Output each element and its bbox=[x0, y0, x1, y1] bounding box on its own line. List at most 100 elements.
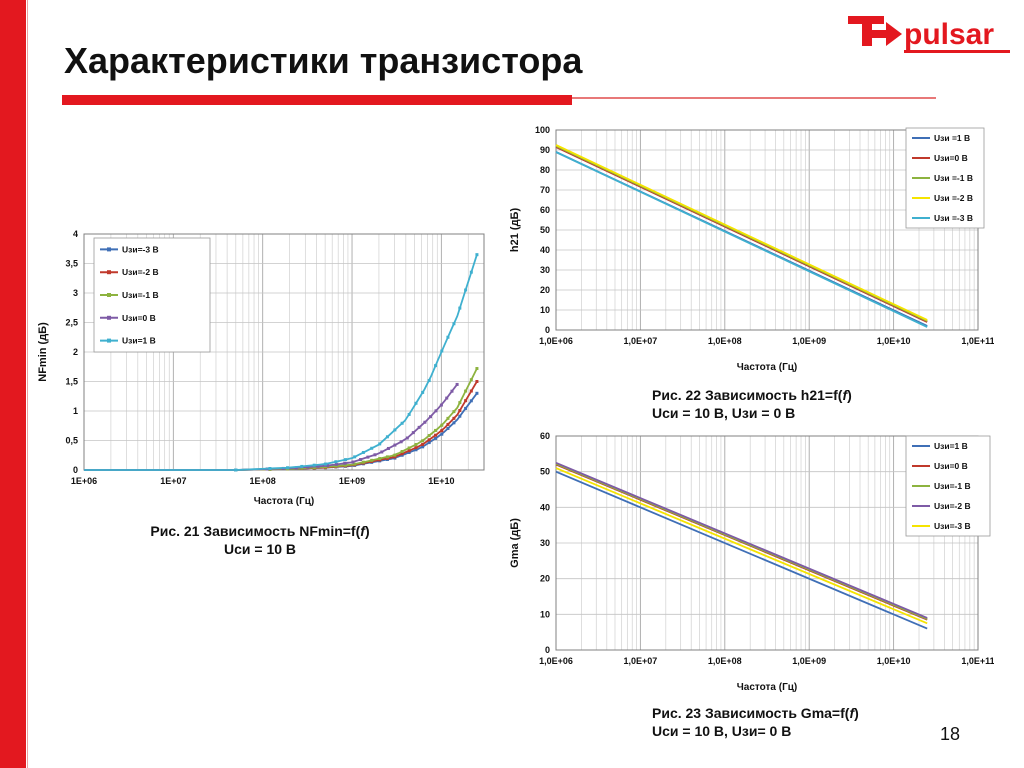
data-point bbox=[407, 450, 411, 454]
page-number: 18 bbox=[940, 724, 961, 744]
y-tick-label: 20 bbox=[540, 285, 550, 295]
data-point bbox=[286, 466, 290, 470]
data-point bbox=[411, 431, 415, 435]
data-point bbox=[334, 460, 338, 464]
data-point bbox=[475, 253, 479, 257]
series-4 bbox=[555, 144, 928, 321]
data-point bbox=[326, 464, 330, 468]
data-point bbox=[386, 446, 390, 450]
y-tick-label: 2 bbox=[73, 347, 78, 357]
data-point bbox=[300, 464, 304, 468]
x-tick-label: 1,0E+11 bbox=[961, 336, 994, 346]
caption-fig22: Рис. 22 Зависимость h21=f(f) Uси = 10 В,… bbox=[652, 387, 852, 421]
series-line bbox=[555, 151, 928, 328]
series-line bbox=[555, 145, 928, 322]
series-2 bbox=[555, 146, 928, 323]
legend-label: Uзи=0 В bbox=[122, 313, 156, 323]
series-5 bbox=[84, 253, 479, 472]
data-point bbox=[469, 399, 473, 403]
y-tick-label: 50 bbox=[540, 225, 550, 235]
y-tick-label: 90 bbox=[540, 145, 550, 155]
data-point bbox=[380, 450, 384, 454]
y-tick-label: 10 bbox=[540, 305, 550, 315]
data-point bbox=[361, 460, 365, 464]
data-point bbox=[312, 466, 316, 470]
data-point bbox=[469, 270, 473, 274]
data-point bbox=[351, 460, 355, 464]
data-point bbox=[434, 364, 438, 368]
title-underline bbox=[62, 95, 572, 105]
data-point bbox=[452, 421, 456, 425]
y-tick-label: 80 bbox=[540, 165, 550, 175]
plot-border bbox=[83, 233, 485, 471]
x-tick-label: 1,0E+06 bbox=[539, 656, 573, 666]
data-point bbox=[407, 412, 411, 416]
y-tick-label: 30 bbox=[540, 265, 550, 275]
data-point bbox=[414, 442, 418, 446]
y-tick-label: 40 bbox=[540, 245, 550, 255]
gma-chart: 0 10 20 30 40 50 60 1,0E+06 1,0E+07 1,0E+08 1,0E+0… bbox=[509, 431, 994, 693]
plot-border bbox=[555, 435, 979, 651]
legend: Uзи =1 В Uзи=0 В Uзи =-1 В Uзи =-2 В Uзи =-3… bbox=[905, 127, 985, 229]
data-point bbox=[366, 455, 370, 459]
series-5 bbox=[555, 467, 928, 625]
data-point bbox=[359, 458, 363, 462]
y-tick-label: 10 bbox=[540, 609, 550, 619]
data-point bbox=[428, 415, 432, 419]
data-point bbox=[393, 453, 397, 457]
data-point bbox=[421, 445, 425, 449]
data-point bbox=[334, 464, 338, 468]
data-point bbox=[414, 448, 418, 452]
x-tick-label: 1E+06 bbox=[71, 476, 97, 486]
data-point bbox=[469, 378, 473, 382]
y-tick-label: 30 bbox=[540, 538, 550, 548]
data-point bbox=[440, 423, 444, 427]
y-tick-label: 0 bbox=[73, 465, 78, 475]
x-tick-label: 1E+07 bbox=[160, 476, 186, 486]
y-axis-label: NFmin (дБ) bbox=[37, 322, 49, 382]
data-point bbox=[423, 420, 427, 424]
series-3 bbox=[555, 145, 928, 322]
y-tick-label: 40 bbox=[540, 502, 550, 512]
caption-fig21: Рис. 21 Зависимость NFmin=f(f) Uси = 10 … bbox=[150, 523, 370, 557]
data-point bbox=[440, 432, 444, 436]
data-point bbox=[393, 428, 397, 432]
series-line bbox=[555, 144, 928, 321]
legend-label: Uзи=-1 В bbox=[122, 290, 159, 300]
x-axis-label: Частота (Гц) bbox=[254, 496, 315, 507]
data-point bbox=[370, 458, 374, 462]
data-point bbox=[344, 458, 348, 462]
legend-label: Uзи =-1 В bbox=[934, 173, 973, 183]
data-point bbox=[452, 410, 456, 414]
data-point bbox=[464, 399, 468, 403]
y-tick-label: 100 bbox=[535, 125, 550, 135]
y-tick-label: 1,5 bbox=[65, 377, 78, 387]
caption-fig23: Рис. 23 Зависимость Gma=f(f) Uси = 10 В,… bbox=[652, 705, 859, 739]
legend-label: Uзи =-3 В bbox=[934, 213, 973, 223]
legend-label: Uзи =1 В bbox=[934, 133, 970, 143]
data-point bbox=[393, 443, 397, 447]
data-point bbox=[417, 425, 421, 429]
data-point bbox=[400, 453, 404, 457]
x-tick-label: 1,0E+09 bbox=[792, 656, 826, 666]
slide-title: Характеристики транзистора bbox=[64, 40, 583, 81]
h21-chart: 0 10 20 30 40 50 60 70 80 90 100 1,0E+06 1,0E+07 1,0E… bbox=[509, 125, 994, 373]
data-point bbox=[268, 467, 272, 471]
grid-lines bbox=[555, 129, 979, 331]
data-point bbox=[312, 463, 316, 467]
y-tick-label: 0,5 bbox=[65, 436, 78, 446]
data-point bbox=[475, 380, 479, 383]
y-tick-label: 60 bbox=[540, 205, 550, 215]
y-tick-label: 3,5 bbox=[65, 259, 78, 269]
data-point bbox=[439, 403, 443, 407]
x-axis-label: Частота (Гц) bbox=[737, 682, 798, 693]
data-point bbox=[440, 429, 444, 433]
x-tick-label: 1,0E+10 bbox=[877, 656, 911, 666]
data-point bbox=[399, 440, 403, 444]
logo-mark-icon bbox=[848, 16, 902, 46]
x-tick-label: 1,0E+09 bbox=[792, 336, 826, 346]
y-tick-label: 50 bbox=[540, 467, 550, 477]
data-point bbox=[335, 462, 339, 466]
data-point bbox=[316, 464, 320, 468]
y-tick-label: 20 bbox=[540, 574, 550, 584]
